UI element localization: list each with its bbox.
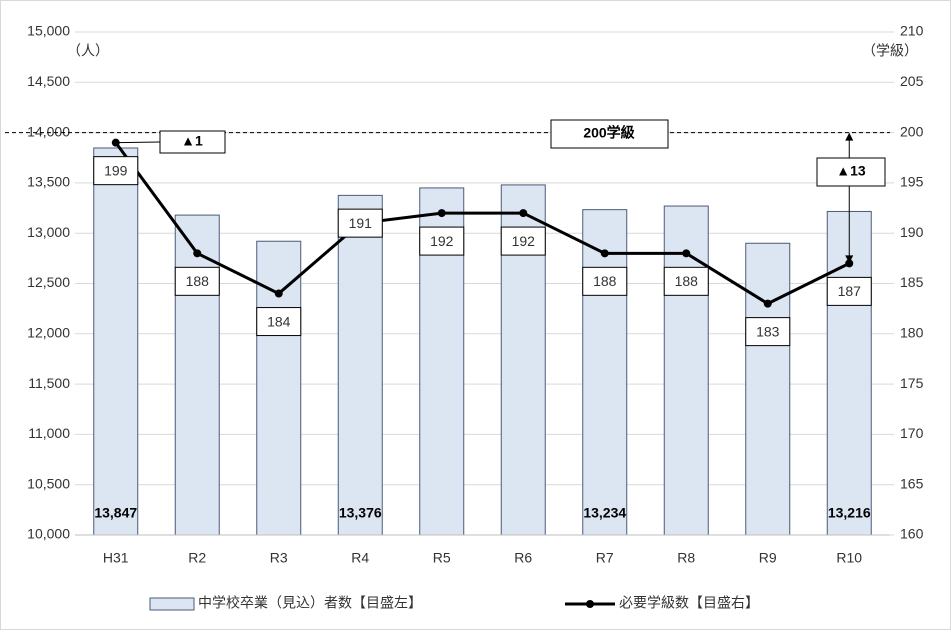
- line-point: [274, 289, 283, 298]
- data-label: 183: [756, 323, 780, 339]
- data-label-box: [337, 208, 383, 238]
- y2-tick-label: 200: [900, 123, 924, 139]
- x-tick-label: R4: [351, 550, 369, 566]
- x-tick-label: R8: [677, 550, 695, 566]
- y-tick-label: 10,500: [27, 475, 70, 491]
- bar: [93, 147, 139, 536]
- y-tick-label: 13,500: [27, 174, 70, 190]
- y2-tick-label: 165: [900, 475, 924, 491]
- data-label: 184: [267, 313, 291, 329]
- x-tick-label: R2: [188, 550, 206, 566]
- data-label-box: [174, 266, 220, 296]
- y-tick-label: 12,000: [27, 325, 70, 341]
- x-tick-label: R5: [433, 550, 451, 566]
- legend-swatch: [149, 597, 195, 611]
- line-point: [519, 209, 528, 218]
- legend-label: 必要学級数【目盛右】: [619, 595, 759, 611]
- bar-value-label: 13,216: [828, 505, 871, 521]
- line-point: [193, 249, 202, 258]
- annotation-leader: [115, 141, 161, 144]
- line-point: [437, 209, 446, 218]
- y-tick-label: 11,000: [28, 425, 70, 441]
- y2-tick-label: 190: [900, 224, 924, 240]
- annotation: 200学級: [583, 125, 634, 141]
- annotation-box: [816, 157, 886, 187]
- bar-value-label: 13,847: [94, 505, 137, 521]
- annotation-box: [159, 130, 226, 154]
- y2-tick-label: 185: [900, 274, 924, 290]
- y-tick-label: 14,000: [27, 123, 70, 139]
- bar-value-label: 13,234: [583, 505, 626, 521]
- y2-tick-label: 175: [900, 375, 924, 391]
- x-tick-label: H31: [103, 550, 129, 566]
- annotation: ▲13: [836, 163, 866, 179]
- data-label-box: [419, 226, 465, 256]
- y2-tick-label: 195: [900, 174, 924, 190]
- y-tick-label: 12,500: [27, 274, 70, 290]
- line-point: [600, 249, 609, 258]
- arrow-head: [845, 132, 854, 141]
- bar: [582, 209, 628, 536]
- data-label-box: [93, 156, 139, 186]
- x-tick-label: R3: [270, 550, 288, 566]
- x-tick-label: R10: [836, 550, 862, 566]
- y2-tick-label: 160: [900, 526, 924, 542]
- legend-label: 中学校卒業（見込）者数【目盛左】: [198, 595, 422, 611]
- y2-tick-label: 180: [900, 325, 924, 341]
- x-tick-label: R9: [759, 550, 777, 566]
- data-label: 191: [349, 215, 373, 231]
- data-label-box: [663, 266, 709, 296]
- data-label: 192: [512, 233, 536, 249]
- y2-tick-label: 205: [900, 73, 924, 89]
- data-label: 199: [104, 162, 128, 178]
- bar-value-label: 13,376: [339, 505, 382, 521]
- y-tick-label: 15,000: [27, 23, 70, 39]
- y-tick-label: 11,500: [28, 375, 70, 391]
- data-label-box: [256, 307, 302, 337]
- data-label-box: [582, 266, 628, 296]
- y-tick-label: 13,000: [27, 224, 70, 240]
- y2-tick-label: 170: [900, 425, 924, 441]
- annotation-box: [550, 119, 669, 149]
- arrow-head: [845, 255, 854, 264]
- line-point: [763, 299, 772, 308]
- line: [114, 141, 850, 306]
- annotation: ▲1: [181, 133, 203, 149]
- y-tick-label: 10,000: [27, 526, 70, 542]
- bar: [745, 242, 791, 536]
- x-tick-label: R7: [596, 550, 614, 566]
- data-label: 187: [838, 283, 862, 299]
- line-point: [682, 249, 691, 258]
- y-tick-label: 14,500: [27, 73, 70, 89]
- x-tick-label: R6: [514, 550, 532, 566]
- data-label: 188: [675, 273, 699, 289]
- data-label: 188: [186, 273, 210, 289]
- data-label: 192: [430, 233, 454, 249]
- bar: [337, 194, 383, 536]
- data-label-box: [500, 226, 546, 256]
- data-label-box: [826, 276, 872, 306]
- y-unit: （人）: [67, 43, 109, 59]
- data-label: 188: [593, 273, 617, 289]
- y2-unit: （学級）: [862, 43, 918, 59]
- y2-tick-label: 210: [900, 23, 924, 39]
- legend-marker: [586, 600, 594, 608]
- bar: [174, 214, 220, 536]
- data-label-box: [745, 317, 791, 347]
